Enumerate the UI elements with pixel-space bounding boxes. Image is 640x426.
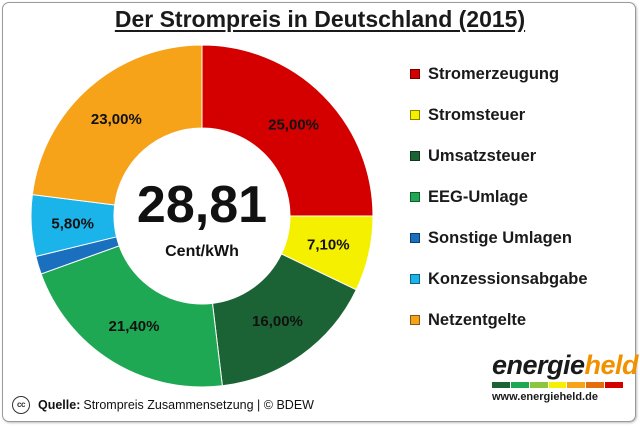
legend-item: EEG-Umlage	[410, 187, 588, 207]
legend-label: EEG-Umlage	[428, 187, 528, 206]
brand-name: energieheld	[492, 350, 639, 380]
legend-label: Sonstige Umlagen	[428, 228, 572, 247]
source-key: Quelle:	[38, 398, 81, 412]
legend-item: Konzessionsabgabe	[410, 269, 588, 289]
brand-bar	[529, 382, 548, 388]
brand-url: www.energieheld.de	[492, 391, 598, 403]
brand-bar	[510, 382, 529, 388]
legend-swatch	[410, 69, 420, 79]
legend-label: Konzessionsabgabe	[428, 269, 588, 288]
source-footer: cc Quelle: Strompreis Zusammensetzung | …	[12, 396, 314, 414]
brand-bar	[548, 382, 567, 388]
slice-label-0: 25,00%	[268, 116, 319, 133]
brand-bar	[492, 382, 510, 388]
legend-item: Umsatzsteuer	[410, 146, 588, 166]
brand-color-bars	[492, 382, 624, 388]
slice-label-3: 21,40%	[109, 318, 160, 335]
legend-swatch	[410, 315, 420, 325]
legend-item: Stromerzeugung	[410, 64, 588, 84]
brand-name-part2: held	[584, 350, 639, 380]
brand-bar	[586, 382, 605, 388]
source-text: Strompreis Zusammensetzung | © BDEW	[83, 398, 314, 412]
slice-stromerzeugung	[201, 44, 374, 217]
center-unit: Cent/kWh	[165, 243, 239, 260]
center-value: 28,81	[137, 176, 267, 234]
legend-label: Stromerzeugung	[428, 64, 560, 83]
legend-item: Sonstige Umlagen	[410, 228, 588, 248]
slice-label-2: 16,00%	[252, 313, 303, 330]
creative-commons-icon: cc	[12, 396, 30, 414]
legend-item: Netzentgelte	[410, 310, 588, 330]
slice-label-1: 7,10%	[307, 237, 350, 254]
slice-label-6: 23,00%	[91, 111, 142, 128]
brand-name-part1: energie	[492, 350, 585, 380]
slice-label-5: 5,80%	[51, 215, 94, 232]
legend-swatch	[410, 151, 420, 161]
legend-swatch	[410, 233, 420, 243]
legend-label: Umsatzsteuer	[428, 146, 537, 165]
legend-swatch	[410, 192, 420, 202]
brand-bar	[567, 382, 586, 388]
slice-eeg-umlage	[40, 245, 223, 388]
legend-swatch	[410, 274, 420, 284]
brand-bar	[605, 382, 624, 388]
slice-label-group: 25,00% 7,10% 16,00% 21,40% 5,80% 23,00%	[51, 111, 349, 335]
chart-title: Der Strompreis in Deutschland (2015)	[114, 6, 526, 32]
legend-label: Stromsteuer	[428, 105, 526, 124]
legend-swatch	[410, 110, 420, 120]
legend: Stromerzeugung Stromsteuer Umsatzsteuer EEG…	[410, 64, 588, 351]
brand-logo: energieheld www.energieheld.de	[492, 350, 639, 403]
legend-item: Stromsteuer	[410, 105, 588, 125]
slice-netzentgelte	[31, 44, 203, 206]
legend-label: Netzentgelte	[428, 310, 527, 329]
slice-group	[30, 44, 374, 388]
